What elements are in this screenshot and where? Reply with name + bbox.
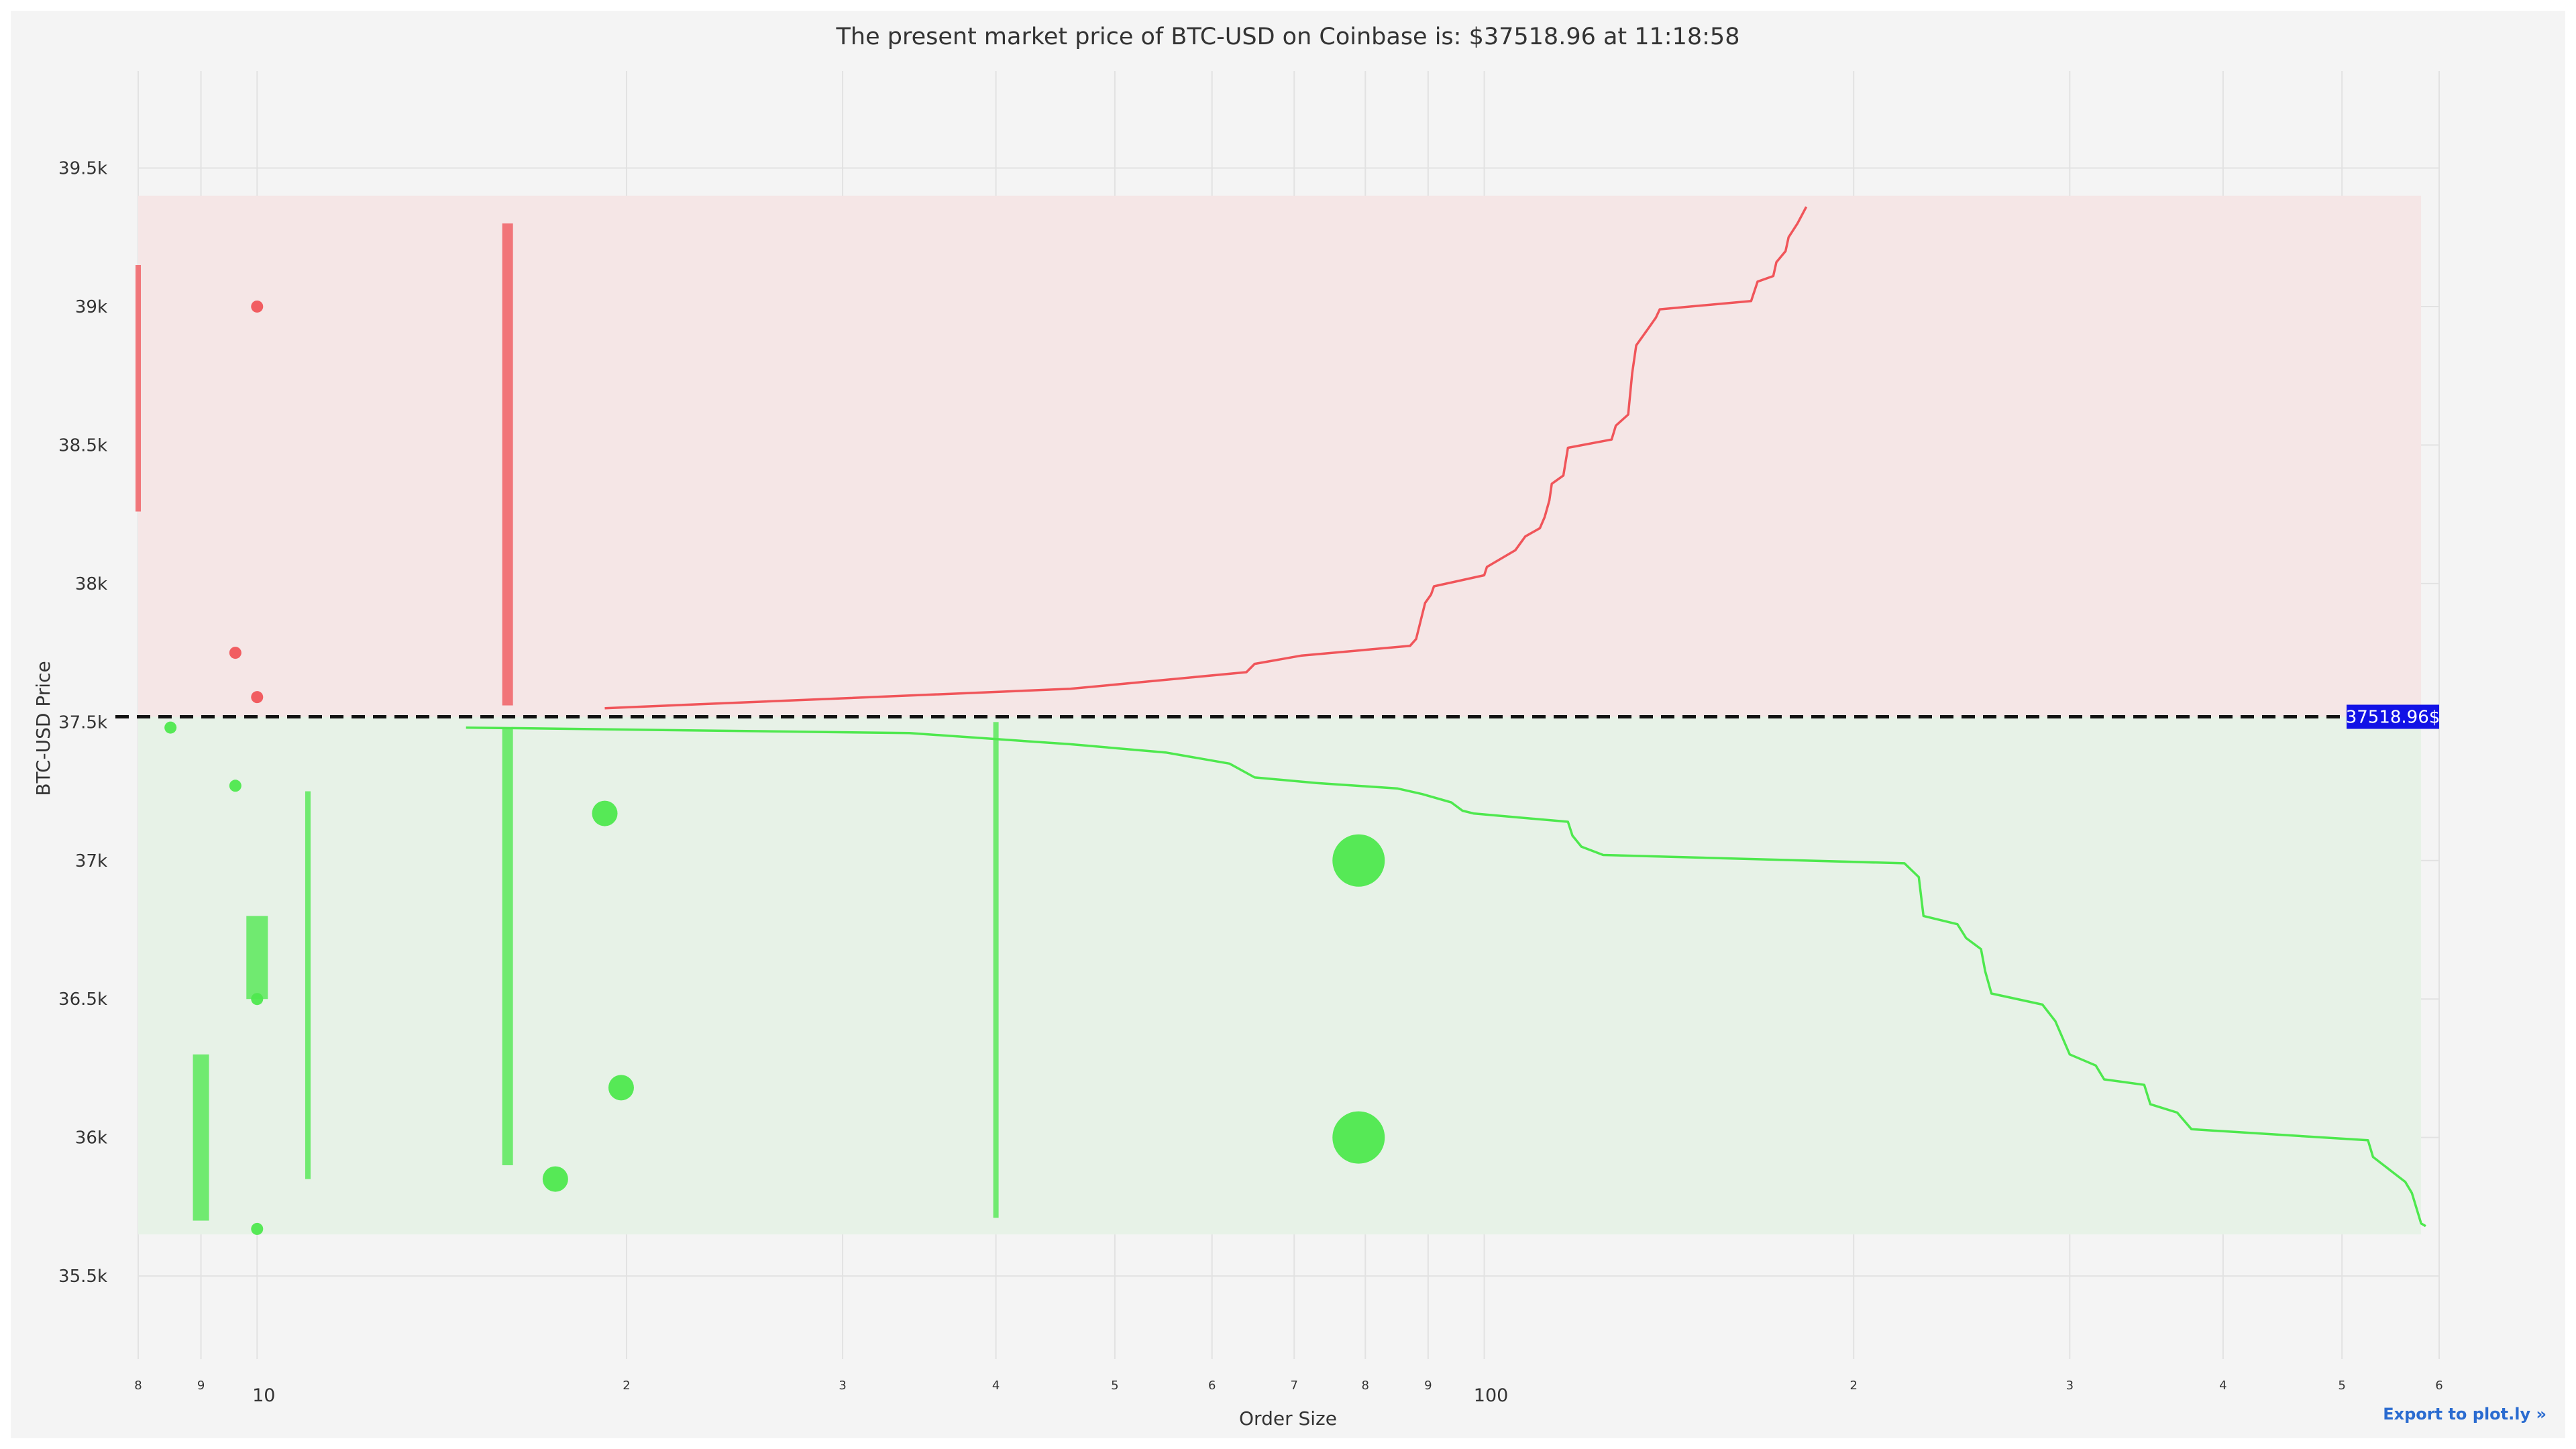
ask-order-point [229, 647, 241, 659]
y-tick-label: 38.5k [58, 435, 107, 455]
order-book-chart: 37518.96$ 35.5k36k36.5k37k37.5k38k38.5k3… [32, 23, 2443, 1430]
x-tick-label: 9 [197, 1379, 205, 1393]
y-tick-label: 35.5k [58, 1267, 107, 1287]
current-price-badge [2347, 704, 2439, 729]
bid-order-point [608, 1075, 634, 1101]
current-price-label: 37518.96$ [2346, 707, 2440, 727]
y-axis-label: BTC-USD Price [32, 661, 54, 796]
bid-order-bar [305, 791, 311, 1179]
price-regions [138, 195, 2422, 1235]
bid-order-bar [993, 722, 999, 1218]
bid-order-point [251, 993, 264, 1006]
x-tick-label: 3 [839, 1379, 846, 1393]
ask-region [138, 195, 2422, 717]
x-tick-label: 8 [134, 1379, 142, 1393]
x-tick-label: 4 [2219, 1379, 2226, 1393]
y-tick-label: 36.5k [58, 989, 107, 1010]
y-tick-label: 38k [75, 574, 107, 594]
axis-ticks: 35.5k 36k 36.5k 37k 37.5k 38k 38.5k 39k 39.5k 8 9 1… [58, 159, 2443, 1406]
bid-order-point [251, 1222, 264, 1235]
ask-order-point [251, 300, 264, 313]
x-tick-label: 9 [1424, 1379, 1432, 1393]
bid-order-bar [246, 916, 268, 1000]
y-tick-label: 36k [75, 1128, 107, 1148]
x-tick-label: 100 [1474, 1385, 1509, 1406]
cumulative-lines [466, 206, 2426, 1228]
order-markers [136, 223, 1385, 1235]
chart-frame: 37518.96$ 35.5k 36k 36.5k 37k 37.5k 38k 38.5k 3… [11, 11, 2565, 1438]
x-tick-label: 6 [1208, 1379, 1216, 1393]
ask-order-point [251, 691, 264, 704]
x-tick-label: 4 [992, 1379, 1000, 1393]
chart-title: The present market price of BTC-USD on C… [836, 23, 1740, 50]
current-price-layer: 37518.96$ [115, 704, 2440, 729]
bid-order-point [592, 800, 618, 826]
y-tick-label: 37k [75, 851, 107, 871]
bid-order-point [1332, 1111, 1385, 1164]
bid-order-point [164, 721, 177, 734]
x-tick-label: 6 [2435, 1379, 2443, 1393]
ask-order-bar [502, 223, 513, 706]
bid-order-point [1332, 834, 1385, 887]
y-tick-label: 37.5k [58, 712, 107, 733]
export-to-plotly-link[interactable]: Export to plot.ly » [2383, 1405, 2546, 1424]
bid-order-point [229, 780, 241, 792]
x-tick-label: 10 [252, 1385, 275, 1406]
x-tick-label: 8 [1362, 1379, 1369, 1393]
bid-order-bar [193, 1054, 209, 1221]
bid-region [138, 716, 2422, 1235]
bid-order-bar [502, 727, 513, 1165]
y-tick-label: 39.5k [58, 159, 107, 179]
x-tick-label: 5 [1111, 1379, 1118, 1393]
x-tick-label: 7 [1290, 1379, 1297, 1393]
bid-cumulative-line [466, 726, 2426, 1228]
x-tick-label: 2 [1849, 1379, 1857, 1393]
x-tick-label: 3 [2066, 1379, 2074, 1393]
x-tick-label: 2 [623, 1379, 630, 1393]
y-tick-label: 39k [75, 297, 107, 317]
x-axis-label: Order Size [1239, 1407, 1337, 1430]
ask-order-bar [136, 265, 141, 512]
ask-cumulative-line [604, 206, 1808, 710]
x-tick-label: 5 [2338, 1379, 2345, 1393]
bid-order-point [542, 1166, 568, 1192]
